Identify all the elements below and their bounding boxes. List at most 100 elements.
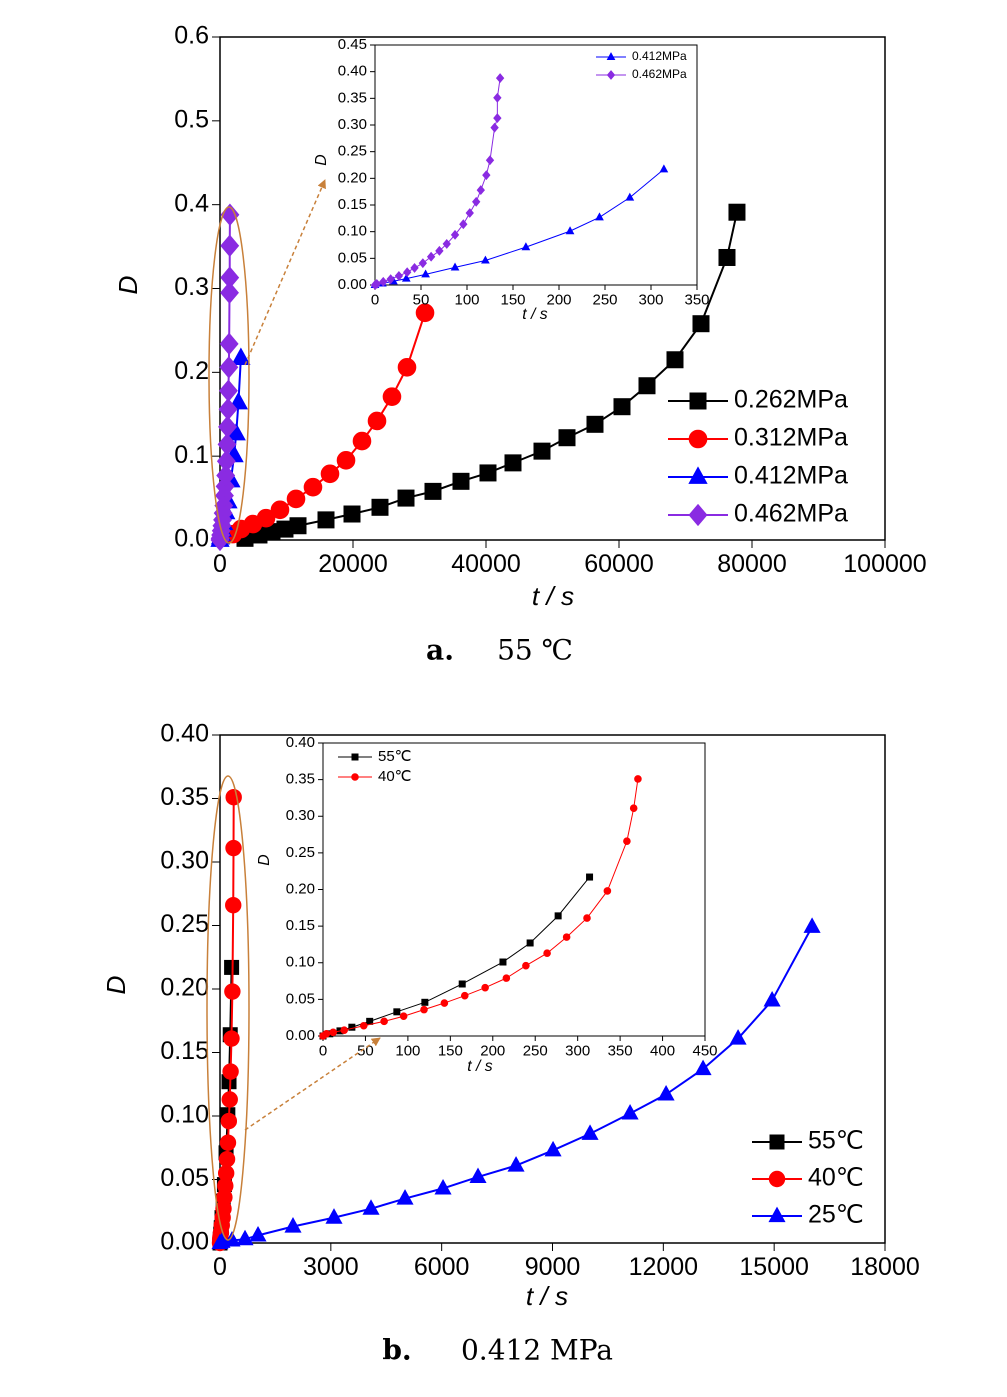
marker xyxy=(490,122,499,133)
legend-label: 40℃ xyxy=(808,1164,864,1192)
y-tick-label: 0.25 xyxy=(286,844,315,861)
x-tick-label: 250 xyxy=(523,1042,548,1059)
marker xyxy=(220,266,240,289)
marker xyxy=(526,939,534,947)
marker xyxy=(228,391,249,410)
x-tick-label: 300 xyxy=(638,291,663,308)
marker xyxy=(256,508,276,528)
marker xyxy=(223,1231,241,1247)
legend-marker xyxy=(688,503,708,527)
marker xyxy=(583,914,591,922)
marker xyxy=(415,303,435,323)
x-axis-label: t / s xyxy=(467,1058,493,1075)
y-tick-label: 0.4 xyxy=(174,189,209,217)
marker xyxy=(481,255,490,264)
x-axis-label: t / s xyxy=(532,581,574,611)
marker xyxy=(399,1012,408,1021)
y-tick-label: 0.15 xyxy=(338,196,367,213)
marker xyxy=(216,464,236,487)
y-tick-label: 0.40 xyxy=(338,63,367,80)
marker xyxy=(329,1028,337,1037)
y-tick-label: 0.30 xyxy=(338,116,367,133)
y-tick-label: 0.10 xyxy=(286,954,315,971)
marker xyxy=(386,274,395,285)
x-tick-label: 3000 xyxy=(303,1253,359,1281)
zoom-arrow xyxy=(244,179,326,366)
y-tick-label: 0.20 xyxy=(286,880,315,897)
legend-label: 0.412MPa xyxy=(632,49,687,63)
marker xyxy=(558,429,576,447)
marker xyxy=(533,442,551,460)
marker xyxy=(692,315,710,333)
caption-label: a. xyxy=(426,634,454,667)
marker xyxy=(420,1005,428,1014)
marker xyxy=(435,245,444,256)
marker xyxy=(440,999,449,1007)
marker xyxy=(219,356,239,379)
y-tick-label: 0.00 xyxy=(338,276,367,293)
marker xyxy=(284,1217,302,1233)
marker xyxy=(554,912,562,920)
legend-marker xyxy=(689,392,707,410)
legend-label: 0.412MPa xyxy=(734,462,848,490)
marker xyxy=(469,1167,487,1184)
marker xyxy=(223,1030,240,1047)
x-tick-label: 9000 xyxy=(525,1253,581,1281)
marker xyxy=(359,1021,368,1030)
marker xyxy=(396,1189,414,1205)
zoom-arrow xyxy=(244,1037,381,1131)
x-axis-label: t / s xyxy=(526,1281,568,1311)
marker xyxy=(694,1059,712,1076)
marker xyxy=(495,73,505,84)
y-tick-label: 0.05 xyxy=(338,249,367,266)
y-tick-label: 0.40 xyxy=(286,734,315,751)
caption: 55 ℃ xyxy=(497,634,573,667)
y-tick-label: 0.0 xyxy=(174,525,209,553)
marker xyxy=(613,398,631,416)
y-axis-label: D xyxy=(313,154,330,165)
marker xyxy=(403,267,412,278)
x-tick-label: 350 xyxy=(608,1042,633,1059)
marker xyxy=(343,505,361,523)
marker xyxy=(249,1225,267,1242)
marker xyxy=(625,192,635,201)
x-tick-label: 100000 xyxy=(843,550,926,578)
x-axis-label: t / s xyxy=(522,306,548,323)
highlight-ellipse xyxy=(206,775,250,1241)
marker xyxy=(595,212,604,221)
legend-marker xyxy=(351,773,359,781)
marker xyxy=(380,1017,388,1026)
x-tick-label: 0 xyxy=(213,1253,227,1281)
marker xyxy=(499,958,507,966)
y-tick-label: 0.35 xyxy=(286,771,315,788)
y-tick-label: 0.25 xyxy=(160,910,209,938)
marker xyxy=(634,775,642,783)
marker xyxy=(217,433,237,456)
marker xyxy=(450,229,460,240)
x-tick-label: 18000 xyxy=(850,1253,920,1281)
marker xyxy=(424,482,442,500)
x-tick-label: 0 xyxy=(371,291,379,308)
marker xyxy=(476,185,485,196)
y-tick-label: 0.2 xyxy=(174,357,209,385)
y-tick-label: 0.35 xyxy=(338,89,367,106)
marker xyxy=(218,1150,236,1168)
series-line xyxy=(374,77,501,286)
marker xyxy=(371,498,389,516)
legend-marker xyxy=(769,1134,785,1150)
x-tick-label: 150 xyxy=(438,1042,463,1059)
x-tick-label: 450 xyxy=(692,1042,717,1059)
x-tick-label: 350 xyxy=(684,291,709,308)
marker xyxy=(472,196,481,207)
marker xyxy=(289,517,307,535)
marker xyxy=(763,990,781,1007)
marker xyxy=(629,804,638,812)
marker xyxy=(586,415,604,433)
marker xyxy=(220,1112,238,1130)
y-tick-label: 0.10 xyxy=(160,1101,209,1129)
marker xyxy=(543,949,551,958)
y-tick-label: 0.15 xyxy=(286,917,315,934)
legend-label: 0.312MPa xyxy=(734,424,848,452)
marker xyxy=(450,262,460,271)
y-tick-label: 0.00 xyxy=(286,1027,315,1044)
